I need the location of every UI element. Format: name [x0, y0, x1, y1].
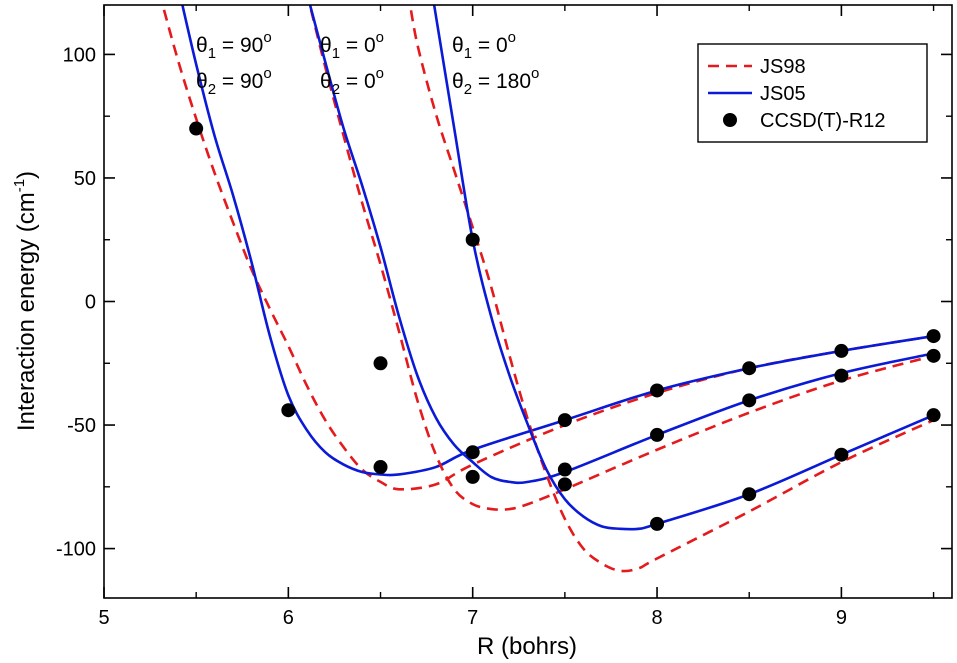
y-axis-title-close: )	[13, 171, 40, 179]
y-axis-title-main: Interaction energy (cm	[13, 192, 40, 431]
ccsd-data-point	[465, 445, 480, 460]
js05-curve-1	[181, 5, 934, 477]
axis-labels: R (bohrs) Interaction energy (cm-1)	[11, 171, 577, 660]
x-tick-label: 9	[836, 607, 847, 629]
ccsd-data-point	[742, 393, 757, 408]
y-tick-label: 100	[63, 44, 96, 66]
legend-label: JS98	[760, 56, 806, 78]
y-tick-label: 0	[85, 292, 96, 314]
theta1-label: θ1 = 0o	[452, 29, 516, 62]
legend: JS98 JS05 CCSD(T)-R12	[697, 43, 928, 143]
theta2-label: θ2 = 180o	[452, 65, 539, 98]
legend-item-js05: JS05	[708, 83, 806, 105]
y-tick-label: -100	[56, 539, 96, 561]
ccsd-data-point	[926, 329, 941, 344]
y-tick-label: -50	[67, 415, 96, 437]
x-axis-title: R (bohrs)	[477, 633, 577, 660]
legend-marker	[723, 113, 737, 127]
ccsd-data-point	[189, 121, 204, 136]
ccsd-data-point	[650, 383, 665, 398]
ccsd-data-point	[834, 447, 849, 462]
ccsd-data-point	[834, 343, 849, 358]
legend-label: CCSD(T)-R12	[760, 110, 886, 132]
theta1-label: θ1 = 0o	[320, 29, 384, 62]
legend-item-js98: JS98	[708, 56, 806, 78]
theta2-label: θ2 = 0o	[320, 65, 384, 98]
ccsd-data-point	[650, 516, 665, 531]
js98-curve-4	[408, 5, 935, 573]
ccsd-data-point	[281, 403, 296, 418]
js05-curve-3	[308, 5, 934, 485]
y-axis-title: Interaction energy (cm-1)	[11, 171, 40, 431]
theta2-label: θ2 = 90o	[196, 65, 272, 98]
x-tick-label: 7	[467, 607, 478, 629]
marker-layer	[189, 121, 941, 531]
theta1-label: θ1 = 90o	[196, 29, 272, 62]
js98-curve-2	[308, 5, 934, 511]
series-layer	[161, 5, 935, 573]
y-tick-label: 50	[74, 168, 96, 190]
legend-label: JS05	[760, 83, 806, 105]
ccsd-data-point	[465, 232, 480, 247]
ccsd-data-point	[926, 348, 941, 363]
ccsd-data-point	[373, 356, 388, 371]
x-tick-label: 5	[98, 607, 109, 629]
js98-curve-0	[161, 5, 934, 491]
ccsd-data-point	[742, 361, 757, 376]
ccsd-data-point	[742, 487, 757, 502]
x-tick-label: 6	[283, 607, 294, 629]
ccsd-data-point	[557, 413, 572, 428]
legend-item-ccsd-t-r12: CCSD(T)-R12	[723, 110, 886, 132]
ccsd-data-point	[926, 408, 941, 423]
ccsd-data-point	[557, 477, 572, 492]
ccsd-data-point	[373, 460, 388, 475]
y-axis-title-sup: -1	[11, 179, 28, 192]
ccsd-data-point	[465, 469, 480, 484]
ccsd-data-point	[834, 368, 849, 383]
ccsd-data-point	[557, 462, 572, 477]
ccsd-data-point	[650, 427, 665, 442]
axes-layer: 5 6 7 8 9 -100 -50 0 50 100	[56, 4, 953, 629]
x-tick-label: 8	[651, 607, 662, 629]
